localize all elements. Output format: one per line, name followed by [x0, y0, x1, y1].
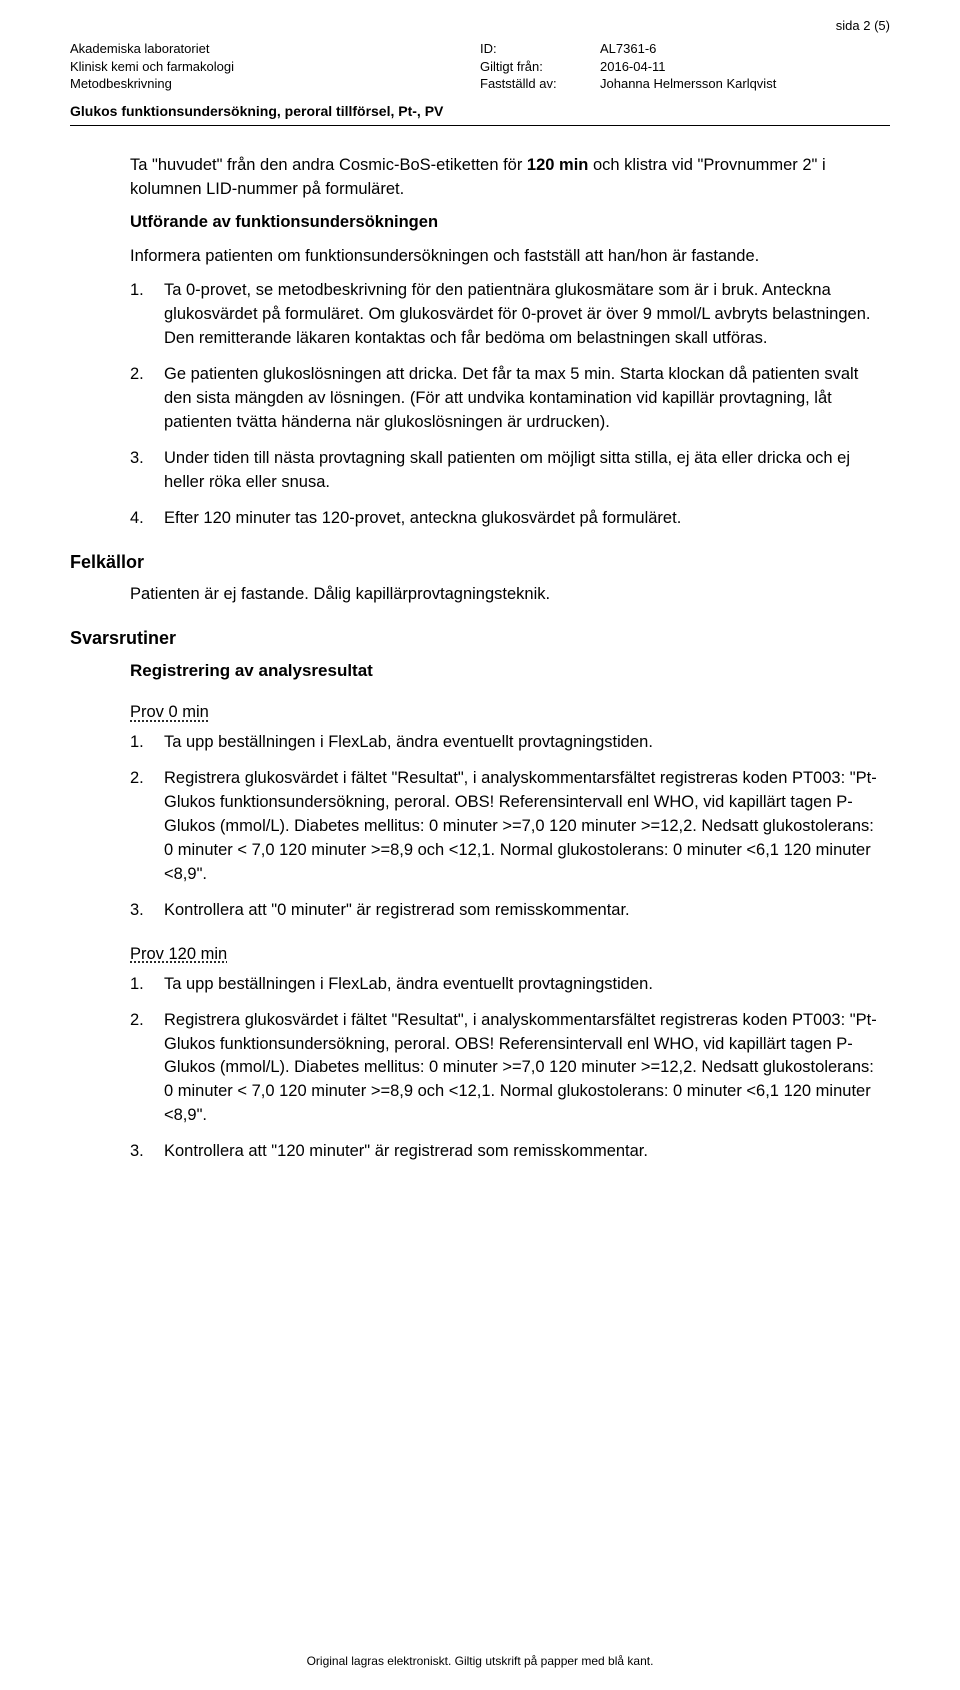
intro-p1-bold: 120 min — [527, 156, 588, 174]
document-content: Ta "huvudet" från den andra Cosmic-BoS-e… — [70, 154, 890, 1164]
intro-p1: Ta "huvudet" från den andra Cosmic-BoS-e… — [130, 154, 880, 202]
header-valid-row: Giltigt från: 2016-04-11 — [480, 58, 890, 76]
step-text: Ge patienten glukoslösningen att dricka.… — [164, 363, 880, 435]
list-item: 1.Ta upp beställningen i FlexLab, ändra … — [130, 731, 880, 755]
list-item: 3.Under tiden till nästa provtagning ska… — [130, 447, 880, 495]
prov120-steps: 1.Ta upp beställningen i FlexLab, ändra … — [130, 973, 880, 1164]
approved-label: Fastställd av: — [480, 75, 600, 93]
step-text: Under tiden till nästa provtagning skall… — [164, 447, 880, 495]
header-right: ID: AL7361-6 Giltigt från: 2016-04-11 Fa… — [480, 40, 890, 93]
intro-p3: Informera patienten om funktionsundersök… — [130, 245, 880, 269]
document-title: Glukos funktionsundersökning, peroral ti… — [70, 103, 890, 119]
header-id-row: ID: AL7361-6 — [480, 40, 890, 58]
id-label: ID: — [480, 40, 600, 58]
step-number: 1. — [130, 279, 164, 351]
step-text: Ta upp beställningen i FlexLab, ändra ev… — [164, 731, 880, 755]
intro-subheading: Utförande av funktionsundersökningen — [130, 211, 880, 235]
prov0-label: Prov 0 min — [130, 701, 209, 725]
list-item: 3.Kontrollera att "120 minuter" är regis… — [130, 1140, 880, 1164]
step-text: Efter 120 minuter tas 120-provet, anteck… — [164, 507, 880, 531]
intro-p1-a: Ta "huvudet" från den andra Cosmic-BoS-e… — [130, 156, 527, 174]
step-text: Registrera glukosvärdet i fältet "Result… — [164, 767, 880, 887]
prov0-steps: 1.Ta upp beställningen i FlexLab, ändra … — [130, 731, 880, 922]
step-text: Ta 0-provet, se metodbeskrivning för den… — [164, 279, 880, 351]
step-text: Kontrollera att "120 minuter" är registr… — [164, 1140, 880, 1164]
document-header: Akademiska laboratoriet Klinisk kemi och… — [70, 40, 890, 93]
list-item: 2.Registrera glukosvärdet i fältet "Resu… — [130, 767, 880, 887]
step-number: 3. — [130, 899, 164, 923]
header-approved-row: Fastställd av: Johanna Helmersson Karlqv… — [480, 75, 890, 93]
header-divider — [70, 125, 890, 126]
org-name: Akademiska laboratoriet — [70, 40, 480, 58]
department: Klinisk kemi och farmakologi — [70, 58, 480, 76]
step-number: 2. — [130, 1009, 164, 1129]
list-item: 4.Efter 120 minuter tas 120-provet, ante… — [130, 507, 880, 531]
list-item: 1.Ta 0-provet, se metodbeskrivning för d… — [130, 279, 880, 351]
page-footer: Original lagras elektroniskt. Giltig uts… — [0, 1654, 960, 1668]
list-item: 2.Registrera glukosvärdet i fältet "Resu… — [130, 1009, 880, 1129]
step-number: 3. — [130, 447, 164, 495]
step-text: Registrera glukosvärdet i fältet "Result… — [164, 1009, 880, 1129]
list-item: 2.Ge patienten glukoslösningen att drick… — [130, 363, 880, 435]
felkallor-heading: Felkällor — [70, 549, 880, 575]
step-text: Kontrollera att "0 minuter" är registrer… — [164, 899, 880, 923]
approved-value: Johanna Helmersson Karlqvist — [600, 75, 776, 93]
step-number: 3. — [130, 1140, 164, 1164]
step-number: 2. — [130, 767, 164, 887]
felkallor-text: Patienten är ej fastande. Dålig kapillär… — [130, 583, 880, 607]
prov120-label: Prov 120 min — [130, 943, 227, 967]
step-number: 2. — [130, 363, 164, 435]
doc-type: Metodbeskrivning — [70, 75, 480, 93]
list-item: 1.Ta upp beställningen i FlexLab, ändra … — [130, 973, 880, 997]
svarsrutiner-subheading: Registrering av analysresultat — [130, 659, 880, 684]
header-left: Akademiska laboratoriet Klinisk kemi och… — [70, 40, 480, 93]
id-value: AL7361-6 — [600, 40, 656, 58]
procedure-steps: 1.Ta 0-provet, se metodbeskrivning för d… — [130, 279, 880, 530]
document-page: sida 2 (5) Akademiska laboratoriet Klini… — [0, 0, 960, 1690]
page-number: sida 2 (5) — [836, 18, 890, 33]
step-number: 1. — [130, 731, 164, 755]
list-item: 3.Kontrollera att "0 minuter" är registr… — [130, 899, 880, 923]
valid-value: 2016-04-11 — [600, 58, 666, 76]
step-number: 1. — [130, 973, 164, 997]
step-text: Ta upp beställningen i FlexLab, ändra ev… — [164, 973, 880, 997]
svarsrutiner-heading: Svarsrutiner — [70, 625, 880, 651]
step-number: 4. — [130, 507, 164, 531]
valid-label: Giltigt från: — [480, 58, 600, 76]
